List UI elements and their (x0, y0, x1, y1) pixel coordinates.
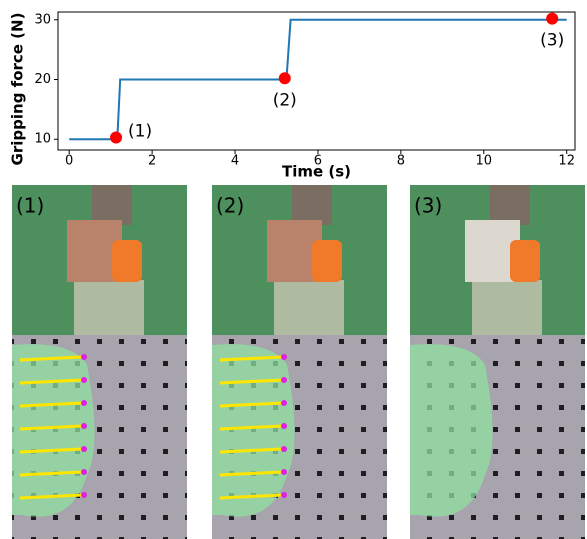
gripper-arm (292, 185, 332, 225)
arrow-tip (81, 400, 87, 406)
y-tick-label: 30 (34, 12, 51, 27)
marker-label: (1) (128, 121, 152, 141)
gripper-arm (92, 185, 132, 225)
arrow-tip (81, 492, 87, 498)
x-tick-label: 12 (558, 154, 575, 169)
x-tick-label: 2 (148, 154, 156, 169)
marker-label: (2) (273, 90, 297, 110)
orange-object (312, 240, 342, 282)
y-tick-label: 10 (34, 132, 51, 147)
bottle (472, 280, 542, 335)
figure: 102030024681012Time (s)Gripping force (N… (0, 0, 587, 539)
marker-label: (3) (540, 31, 564, 51)
orange-object (510, 240, 540, 282)
panel-label: (2) (216, 194, 244, 218)
arrow-tip (281, 469, 287, 475)
x-tick-label: 0 (65, 154, 73, 169)
arrow-tip (81, 354, 87, 360)
arrow-tip (281, 377, 287, 383)
arrow-tip (281, 492, 287, 498)
bottle (274, 280, 344, 335)
arrow-tip (281, 423, 287, 429)
orange-object (112, 240, 142, 282)
x-tick-label: 8 (397, 154, 405, 169)
y-axis-label: Gripping force (N) (9, 13, 27, 166)
x-tick-label: 10 (476, 154, 493, 169)
arrow-tip (81, 446, 87, 452)
bottle (74, 280, 144, 335)
panel-label: (3) (414, 194, 442, 218)
arrow-tip (281, 354, 287, 360)
marker (546, 13, 558, 25)
x-tick-label: 4 (231, 154, 239, 169)
panel-label: (1) (16, 194, 44, 218)
marker (279, 72, 291, 84)
arrow-tip (281, 446, 287, 452)
gripper-arm (490, 185, 530, 225)
arrow-tip (81, 469, 87, 475)
marker (110, 131, 122, 143)
x-axis-label: Time (s) (282, 163, 351, 181)
arrow-tip (281, 400, 287, 406)
arrow-tip (81, 377, 87, 383)
photo-panels: (1) (2) (3) (12, 185, 585, 539)
y-tick-label: 20 (34, 72, 51, 87)
arrow-tip (81, 423, 87, 429)
